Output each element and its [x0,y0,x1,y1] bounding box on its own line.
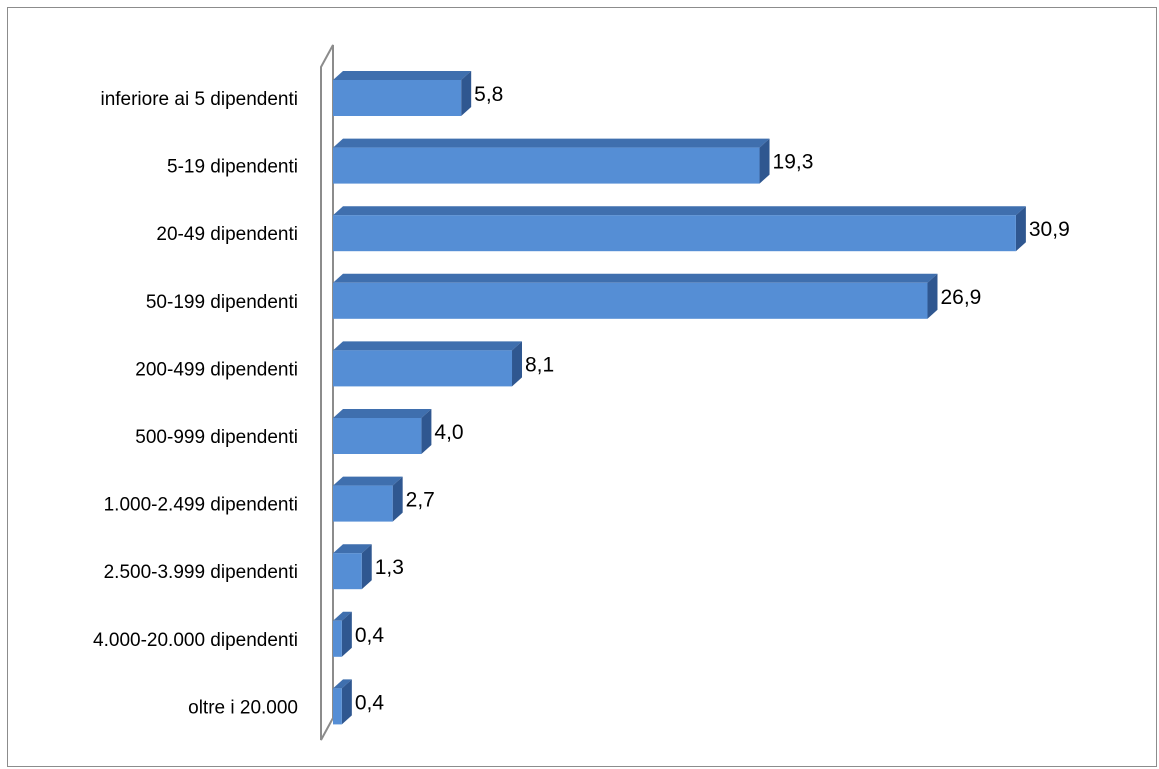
category-label: 200-499 dipendenti [135,359,298,380]
bar-top-face [333,409,432,418]
category-label: 20-49 dipendenti [156,224,298,245]
category-label: 1.000-2.499 dipendenti [104,495,298,516]
bar-side-face [341,679,352,725]
category-label: 5-19 dipendenti [167,157,298,178]
value-label: 0,4 [355,691,385,714]
value-label: 26,9 [940,286,981,309]
category-label: inferiore ai 5 dipendenti [100,89,298,110]
labels-layer: inferiore ai 5 dipendenti 5,8 5-19 dipende… [93,83,1070,718]
axis-wall [320,44,334,741]
bar-front-face [333,215,1016,252]
bar-top-face [333,611,352,621]
bar-front-face [333,282,928,319]
axis-layer [320,44,334,741]
value-label: 1,3 [375,556,404,579]
bar [333,273,938,319]
value-label: 4,0 [434,421,463,444]
bar-side-face [461,71,472,116]
bar-front-face [333,485,393,522]
category-label: oltre i 20.000 [188,697,298,718]
bar-top-face [333,273,938,283]
bar-top-face [333,71,472,80]
value-label: 5,8 [474,83,503,106]
category-label: 500-999 dipendenti [135,427,298,448]
value-label: 30,9 [1029,218,1070,241]
bar-front-face [333,418,422,454]
bar-side-face [392,476,403,522]
bar [333,476,403,522]
bar-top-face [333,138,770,148]
category-label: 4.000-20.000 dipendenti [93,630,298,651]
bar-front-face [333,350,513,387]
bars-layer [333,71,1026,725]
bar-front-face [333,147,760,184]
bar-side-face [361,544,372,590]
bar-front-face [333,620,342,657]
category-label: 2.500-3.999 dipendenti [104,562,298,583]
value-label: 19,3 [773,151,814,174]
bar [333,679,352,725]
category-label: 50-199 dipendenti [146,292,298,313]
bar-top-face [333,206,1026,216]
bar-front-face [333,80,462,116]
bar-side-face [421,409,432,454]
chart-frame [7,7,1157,767]
bar-top-face [333,544,372,554]
bar-front-face [333,553,362,590]
bar-side-face [512,341,523,387]
bar-top-face [333,679,352,689]
bar-side-face [927,273,938,319]
bar-top-face [333,341,523,351]
bar-front-face [333,688,342,725]
value-label: 0,4 [355,624,385,647]
bar [333,544,372,590]
bar [333,206,1026,252]
bar [333,71,472,116]
bar [333,409,432,454]
bar-side-face [341,611,352,657]
value-label: 2,7 [406,489,435,512]
bar-side-face [1015,206,1026,252]
value-label: 8,1 [525,353,554,376]
bar [333,138,770,184]
bar-side-face [759,138,770,184]
bar-top-face [333,476,403,486]
bar [333,341,523,387]
bar [333,611,352,657]
